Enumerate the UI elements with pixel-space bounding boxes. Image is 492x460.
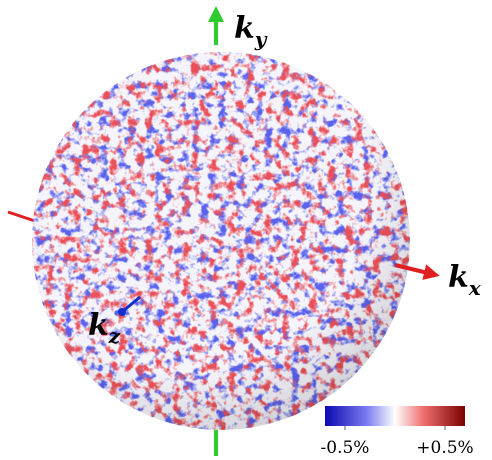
figure: ky kx kz -0.5%+0.5%: [0, 0, 492, 460]
kx-symbol: k: [448, 260, 469, 295]
ky-label: ky: [234, 11, 268, 51]
sphere: [30, 50, 412, 432]
kz-subscript: z: [108, 324, 121, 348]
kx-subscript: x: [468, 276, 482, 300]
ky-subscript: y: [254, 27, 268, 51]
kz-dot: [118, 308, 126, 316]
kx-label: kx: [448, 260, 482, 300]
kz-symbol: k: [88, 308, 109, 343]
colorbar: [325, 406, 465, 426]
ky-symbol: k: [234, 11, 255, 46]
colorbar-label: +0.5%: [416, 438, 473, 458]
colorbar-label: -0.5%: [321, 438, 370, 458]
